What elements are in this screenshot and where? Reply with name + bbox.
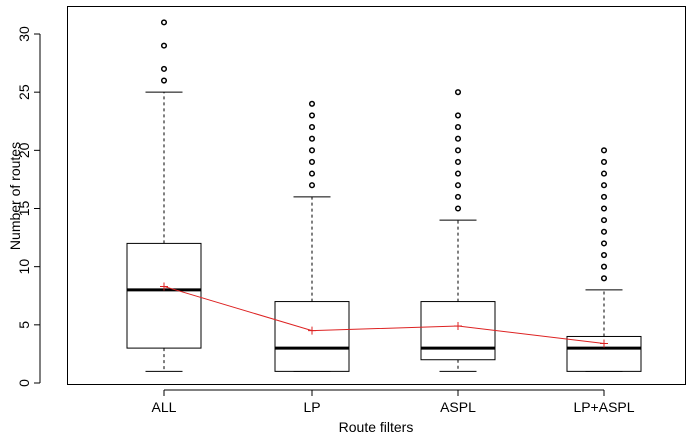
outlier-point (600, 182, 608, 189)
outlier-point (308, 112, 316, 119)
x-axis-label: Route filters (339, 419, 414, 435)
y-tick-label: 10 (16, 259, 32, 275)
outlier-point (454, 112, 462, 119)
outlier-point (600, 251, 608, 259)
outlier-point (160, 77, 168, 84)
outlier-point (600, 263, 608, 270)
outlier-point (160, 65, 168, 72)
outlier-point (308, 100, 316, 107)
outlier-point (308, 182, 316, 189)
outlier-point (160, 19, 168, 26)
outlier-point (600, 170, 608, 177)
outlier-point (600, 147, 608, 154)
outlier-point (600, 240, 608, 247)
plot-frame (67, 6, 686, 385)
outlier-point (600, 205, 608, 212)
outlier-point (454, 124, 462, 131)
outlier-point (454, 147, 462, 154)
outlier-point (308, 147, 316, 154)
y-tick-label: 25 (16, 84, 32, 100)
y-tick-label: 15 (16, 201, 32, 217)
outlier-point (308, 124, 316, 131)
outlier-point (454, 135, 462, 142)
mean-marker (160, 282, 168, 291)
mean-marker (600, 339, 608, 348)
outlier-point (454, 89, 462, 96)
outlier-point (600, 228, 608, 235)
outlier-point (160, 42, 168, 49)
outlier-point (600, 158, 608, 166)
x-tick-label: LP+ASPL (573, 399, 634, 415)
y-tick-label: 0 (16, 379, 32, 387)
y-axis-label: Number of routes (7, 142, 23, 250)
outlier-point (308, 170, 316, 177)
box (274, 301, 350, 372)
box (420, 301, 496, 361)
outlier-point (454, 170, 462, 177)
outlier-point (600, 275, 608, 282)
y-tick-label: 5 (16, 321, 32, 329)
mean-marker (308, 326, 316, 335)
outlier-point (454, 193, 462, 200)
outlier-point (454, 205, 462, 212)
outlier-point (308, 135, 316, 142)
y-tick-label: 30 (16, 26, 32, 42)
mean-line (163, 285, 605, 344)
outlier-point (454, 182, 462, 189)
y-tick-label: 20 (16, 142, 32, 158)
outlier-point (454, 158, 462, 166)
x-tick-label: ALL (152, 399, 177, 415)
mean-marker (454, 321, 462, 330)
outlier-point (600, 193, 608, 200)
box (126, 242, 202, 349)
outlier-point (600, 217, 608, 224)
outlier-point (308, 158, 316, 166)
x-tick-label: LP (303, 399, 320, 415)
x-tick-label: ASPL (440, 399, 476, 415)
